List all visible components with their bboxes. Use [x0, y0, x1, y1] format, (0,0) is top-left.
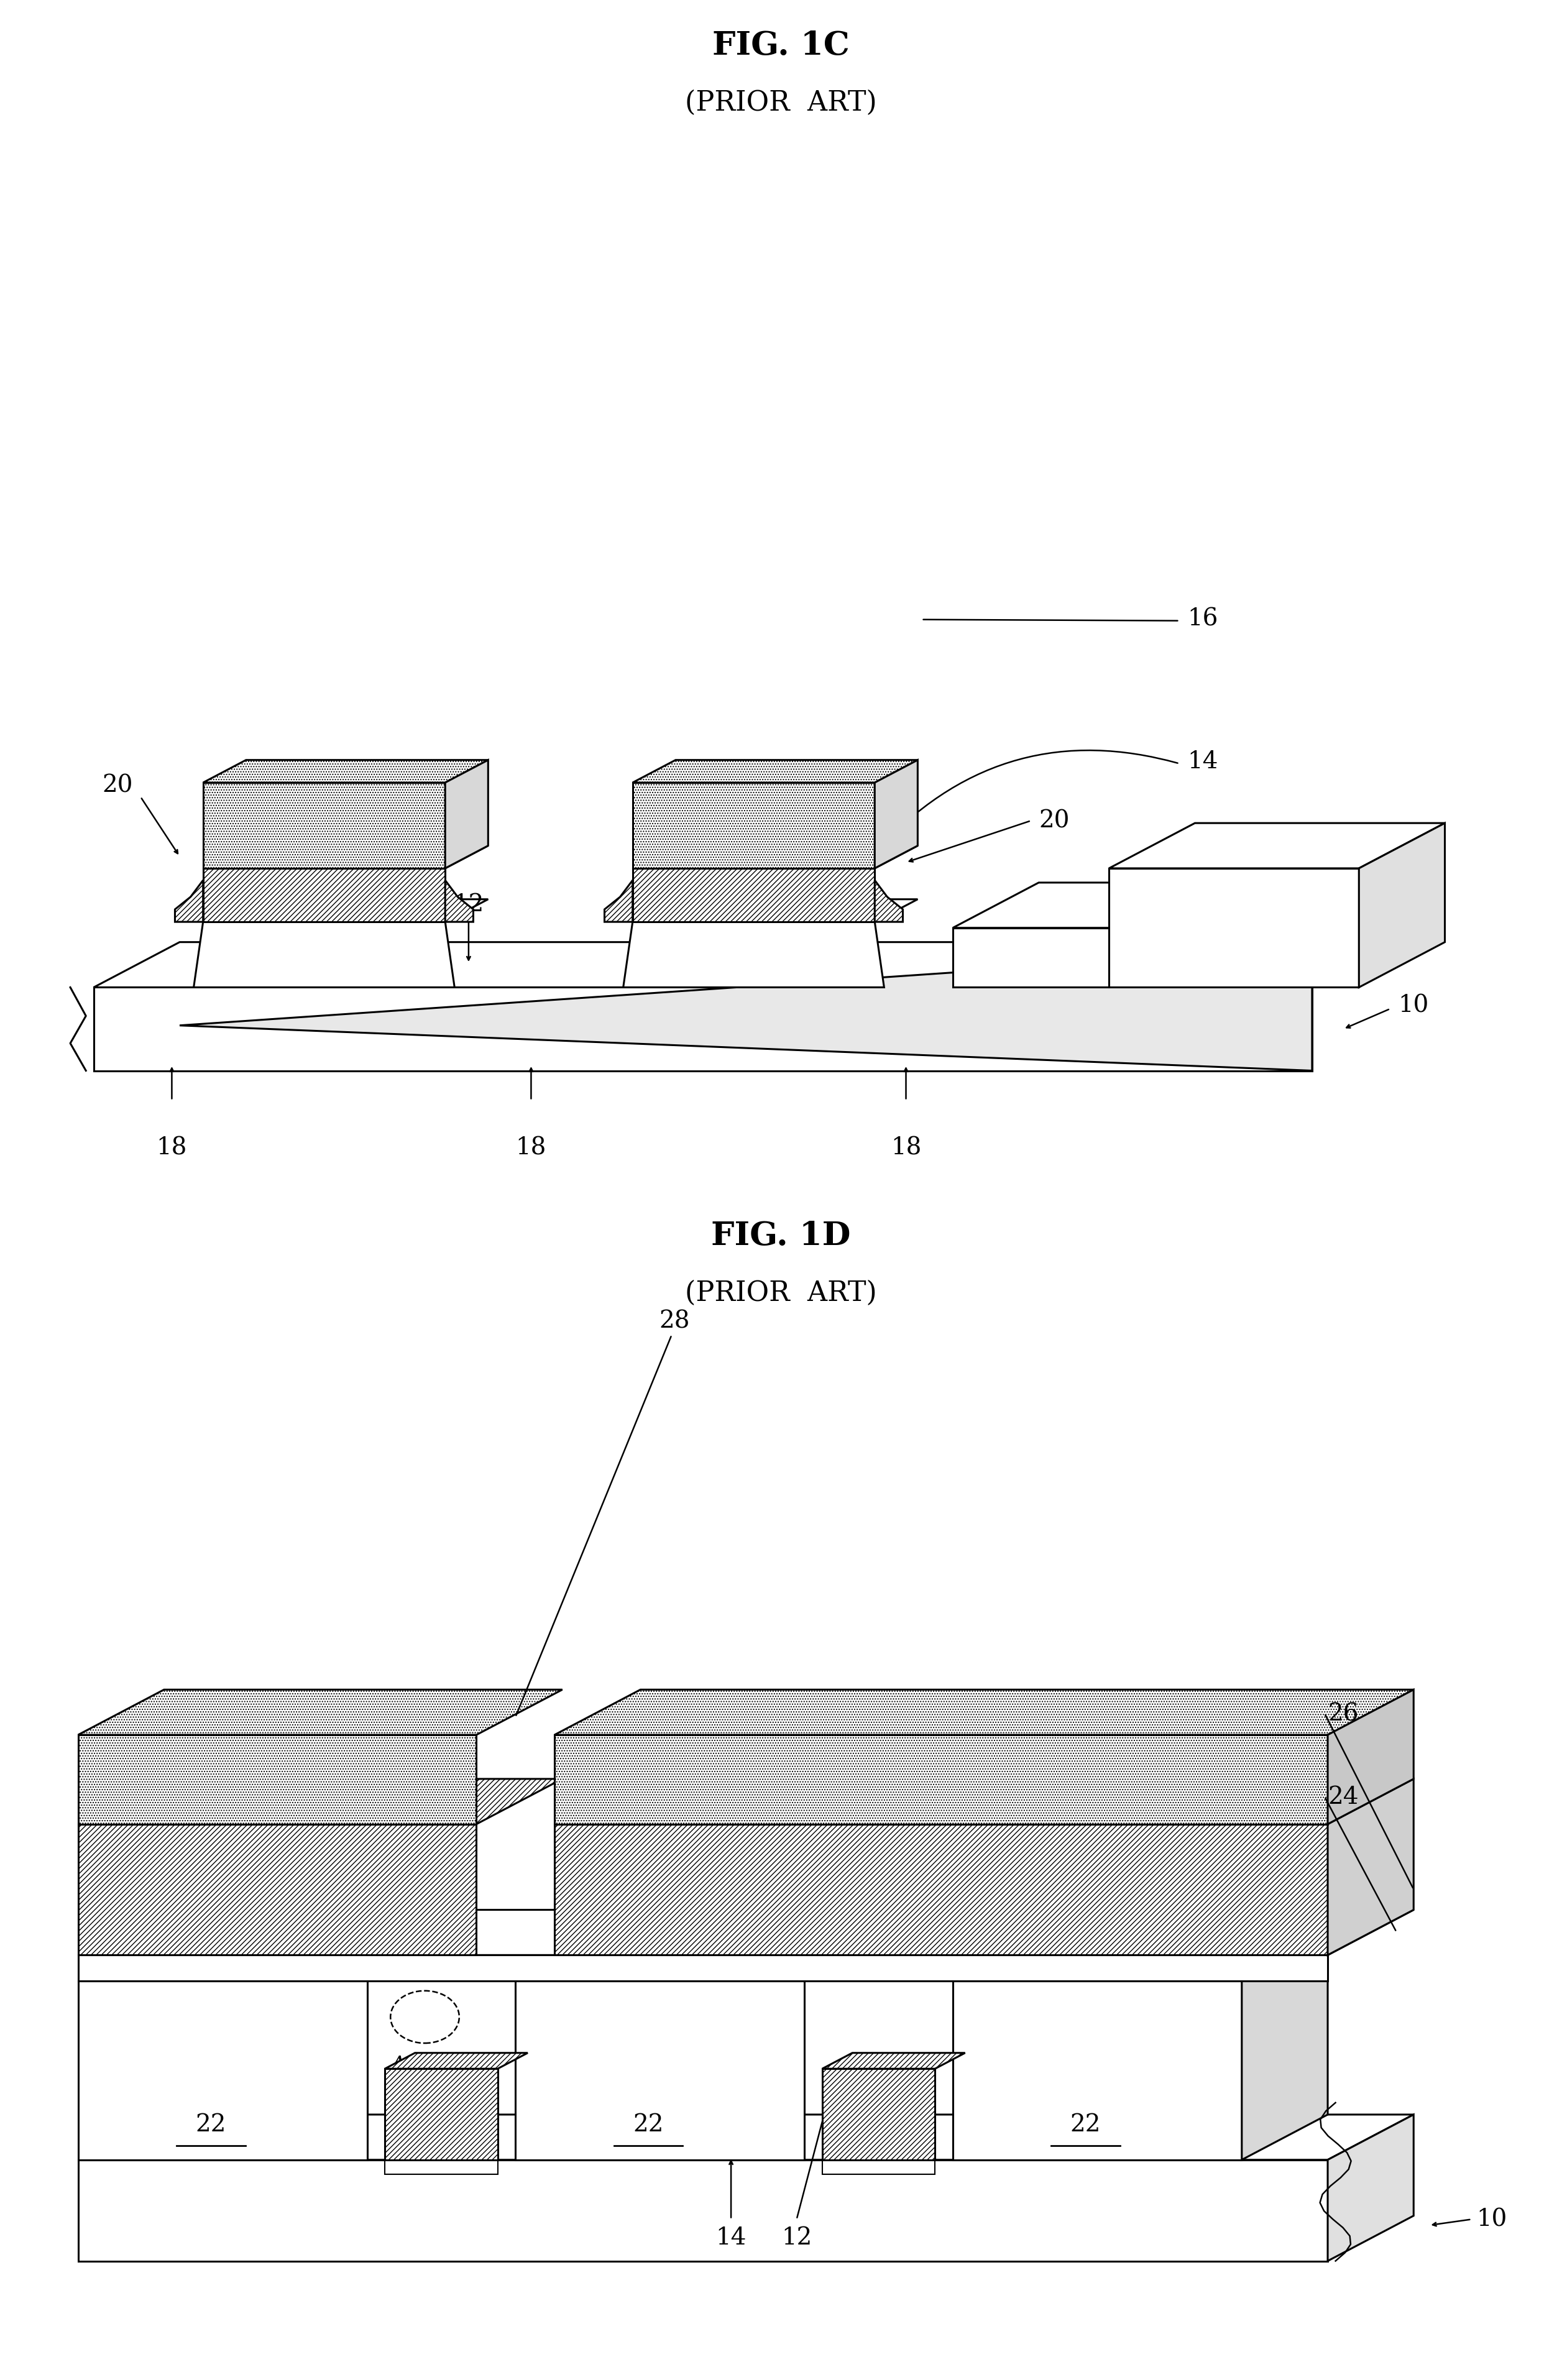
- Polygon shape: [384, 2161, 498, 2175]
- Text: 16: 16: [1187, 607, 1218, 631]
- Polygon shape: [633, 869, 875, 921]
- Polygon shape: [1242, 1937, 1328, 2161]
- Text: A: A: [390, 2054, 406, 2075]
- Text: 14: 14: [715, 2225, 747, 2249]
- Polygon shape: [445, 881, 473, 921]
- Polygon shape: [445, 762, 487, 869]
- Text: 22: 22: [1070, 2113, 1101, 2135]
- Polygon shape: [555, 1823, 1328, 1954]
- Polygon shape: [78, 1735, 476, 1823]
- Polygon shape: [604, 881, 633, 921]
- Text: 18: 18: [515, 1135, 547, 1159]
- Polygon shape: [822, 2068, 936, 2161]
- Polygon shape: [1328, 2113, 1414, 2261]
- Polygon shape: [203, 783, 445, 869]
- Polygon shape: [78, 1954, 1328, 1980]
- Polygon shape: [875, 762, 918, 869]
- Text: FIG. 1C: FIG. 1C: [712, 29, 850, 62]
- Polygon shape: [515, 1937, 890, 1980]
- Text: 12: 12: [453, 892, 484, 916]
- Text: 24: 24: [1328, 1785, 1359, 1809]
- Polygon shape: [1328, 1690, 1414, 1823]
- Polygon shape: [555, 1780, 1414, 1823]
- Polygon shape: [515, 1980, 804, 2161]
- Polygon shape: [633, 783, 875, 869]
- Polygon shape: [953, 883, 1195, 928]
- Text: 22: 22: [633, 2113, 664, 2135]
- Polygon shape: [555, 1690, 1414, 1735]
- Polygon shape: [822, 2161, 936, 2175]
- Text: 28: 28: [659, 1309, 690, 1333]
- Polygon shape: [633, 845, 918, 869]
- Polygon shape: [555, 1735, 1328, 1823]
- Text: 18: 18: [156, 1135, 187, 1159]
- Polygon shape: [78, 1690, 562, 1735]
- Polygon shape: [194, 921, 455, 988]
- Polygon shape: [78, 2113, 1414, 2161]
- Text: 10: 10: [1476, 2209, 1507, 2230]
- Text: 12: 12: [781, 2225, 812, 2249]
- Text: 20: 20: [102, 773, 133, 797]
- Text: 20: 20: [1039, 809, 1070, 833]
- Polygon shape: [1109, 869, 1359, 988]
- Polygon shape: [1359, 823, 1445, 988]
- Polygon shape: [203, 762, 487, 783]
- Polygon shape: [953, 1937, 1328, 1980]
- Polygon shape: [94, 988, 1312, 1071]
- Text: 10: 10: [1398, 995, 1429, 1016]
- Polygon shape: [78, 1937, 453, 1980]
- Text: (PRIOR  ART): (PRIOR ART): [686, 1278, 876, 1307]
- Polygon shape: [78, 2161, 1328, 2261]
- Polygon shape: [203, 900, 487, 921]
- Polygon shape: [94, 942, 1398, 988]
- Polygon shape: [633, 900, 918, 921]
- Polygon shape: [203, 869, 445, 921]
- Polygon shape: [78, 1980, 367, 2161]
- Polygon shape: [953, 1980, 1242, 2161]
- Text: 26: 26: [1328, 1702, 1359, 1725]
- Polygon shape: [953, 928, 1109, 988]
- Text: 18: 18: [890, 1135, 922, 1159]
- Text: 14: 14: [1187, 750, 1218, 773]
- Polygon shape: [78, 1823, 476, 1954]
- Polygon shape: [384, 2054, 528, 2068]
- Polygon shape: [175, 881, 203, 921]
- Text: 22: 22: [195, 2113, 226, 2135]
- Polygon shape: [384, 2068, 498, 2161]
- Polygon shape: [1328, 1780, 1414, 1954]
- Polygon shape: [633, 762, 918, 783]
- Polygon shape: [78, 1780, 562, 1823]
- Polygon shape: [203, 845, 487, 869]
- Polygon shape: [78, 1909, 1414, 1954]
- Polygon shape: [822, 2054, 965, 2068]
- Text: FIG. 1D: FIG. 1D: [711, 1219, 851, 1252]
- Text: (PRIOR  ART): (PRIOR ART): [686, 88, 876, 117]
- Polygon shape: [180, 942, 1398, 1071]
- Polygon shape: [1109, 823, 1445, 869]
- Polygon shape: [875, 881, 903, 921]
- Polygon shape: [623, 921, 884, 988]
